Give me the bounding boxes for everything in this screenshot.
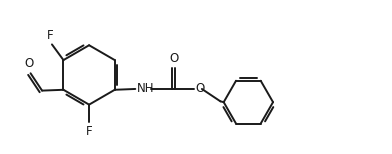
Text: NH: NH	[136, 82, 154, 95]
Text: F: F	[86, 125, 93, 138]
Text: O: O	[169, 52, 178, 65]
Text: O: O	[195, 82, 204, 95]
Text: O: O	[24, 57, 34, 70]
Text: F: F	[47, 29, 53, 42]
